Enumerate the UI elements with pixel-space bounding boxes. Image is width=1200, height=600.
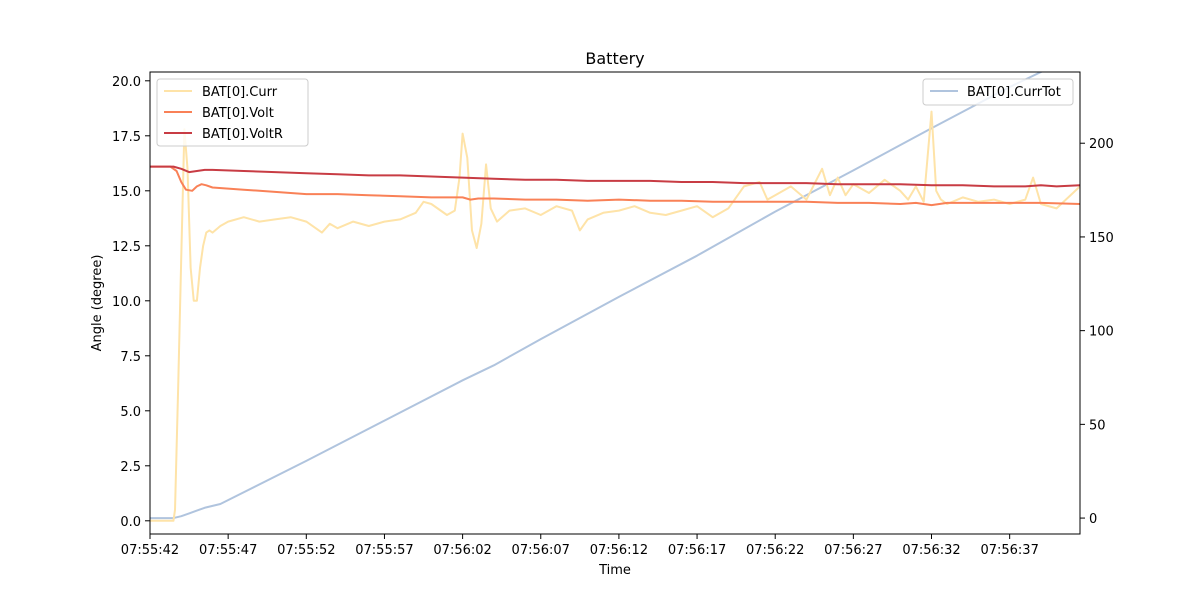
x-tick-label: 07:56:07 [512,543,570,558]
series-line-bat-0-voltr [150,165,1080,188]
plot-frame [149,71,1081,535]
series-layer [150,72,1080,522]
x-tick-label: 07:56:27 [824,543,882,558]
x-tick-label: 07:56:37 [980,543,1038,558]
y-tick-label: 10.0 [112,295,141,310]
x-tick-label: 07:56:12 [590,543,648,558]
series-line-bat-0-curr [150,110,1080,522]
y-tick-label: 2.5 [120,460,141,475]
y-tick-label: 7.5 [120,350,141,365]
legend-left: BAT[0].Curr BAT[0].Volt BAT[0].VoltR [156,78,309,147]
legend-label-bat-curr: BAT[0].Curr [202,85,278,100]
x-tick-label: 07:56:22 [746,543,804,558]
series-line-bat-0-volt [150,165,1080,207]
y-tick-label: 20.0 [112,75,141,90]
y2-tick-label: 150 [1089,231,1114,246]
y-tick-label: 12.5 [112,240,141,255]
legend-left-box [156,78,309,147]
x-axis-title: Time [598,563,631,578]
y-tick-label: 5.0 [120,405,141,420]
legend-label-bat-voltr: BAT[0].VoltR [202,127,283,142]
series-line-bat-0-currtot [150,72,1044,520]
y-tick-label: 17.5 [112,130,141,145]
x-tick-label: 07:55:52 [277,543,335,558]
y2-tick-label: 0 [1089,512,1097,527]
legend-right-box [922,78,1074,106]
legend-right: BAT[0].CurrTot [922,78,1074,106]
y-tick-label: 15.0 [112,185,141,200]
legend-label-bat-volt: BAT[0].Volt [202,106,274,121]
x-tick-label: 07:56:02 [433,543,491,558]
axes-layer: 07:55:42 07:55:47 07:55:52 07:55:57 07:56:02… [112,75,1114,558]
y-tick-label: 0.0 [120,515,141,530]
y2-tick-label: 100 [1089,325,1114,340]
x-tick-label: 07:55:47 [199,543,257,558]
x-tick-label: 07:55:57 [355,543,413,558]
chart-title: Battery [585,49,644,68]
y2-tick-label: 200 [1089,137,1114,152]
x-tick-label: 07:56:17 [668,543,726,558]
y2-tick-label: 50 [1089,418,1106,433]
y-axis-title: Angle (degree) [90,255,105,352]
x-tick-label: 07:55:42 [121,543,179,558]
x-tick-label: 07:56:32 [902,543,960,558]
legend-label-bat-currtot: BAT[0].CurrTot [967,85,1061,100]
